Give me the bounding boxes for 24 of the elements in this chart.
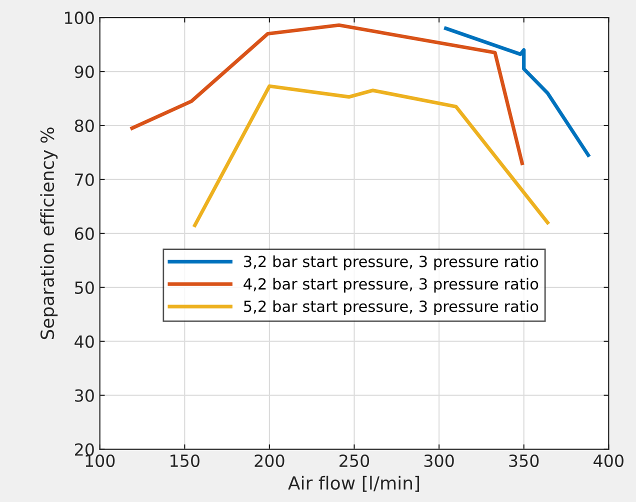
x-tick-label: 150 xyxy=(170,454,200,468)
legend-label: 3,2 bar start pressure, 3 pressure ratio xyxy=(244,255,538,270)
x-tick-label: 350 xyxy=(509,454,539,468)
x-tick-label: 400 xyxy=(594,454,624,468)
x-tick-label: 100 xyxy=(86,454,115,468)
y-tick-label: 100 xyxy=(65,12,94,24)
legend-label: 5,2 bar start pressure, 3 pressure ratio xyxy=(244,300,538,316)
line-series xyxy=(130,23,524,166)
y-tick-label: 20 xyxy=(75,443,94,456)
y-tick-label: 50 xyxy=(75,281,94,294)
x-tick-label: 250 xyxy=(340,454,370,468)
y-tick-label: 30 xyxy=(75,389,94,402)
y-tick-label: 60 xyxy=(74,227,94,240)
y-tick-label: 90 xyxy=(74,65,94,78)
line-series xyxy=(444,26,590,157)
line-series xyxy=(193,84,550,228)
x-tick-label: 200 xyxy=(254,454,284,468)
legend-label: 4,2 bar start pressure, 3 pressure ratio xyxy=(244,278,538,293)
y-tick-label: 40 xyxy=(74,335,94,348)
x-tick-label: 300 xyxy=(424,454,454,468)
y-tick-label: 80 xyxy=(74,119,94,132)
y-tick-label: 70 xyxy=(75,173,94,186)
y-axis-title: Separation efficiency % xyxy=(40,128,58,340)
x-axis-title: Air flow [l/min] xyxy=(288,476,420,492)
